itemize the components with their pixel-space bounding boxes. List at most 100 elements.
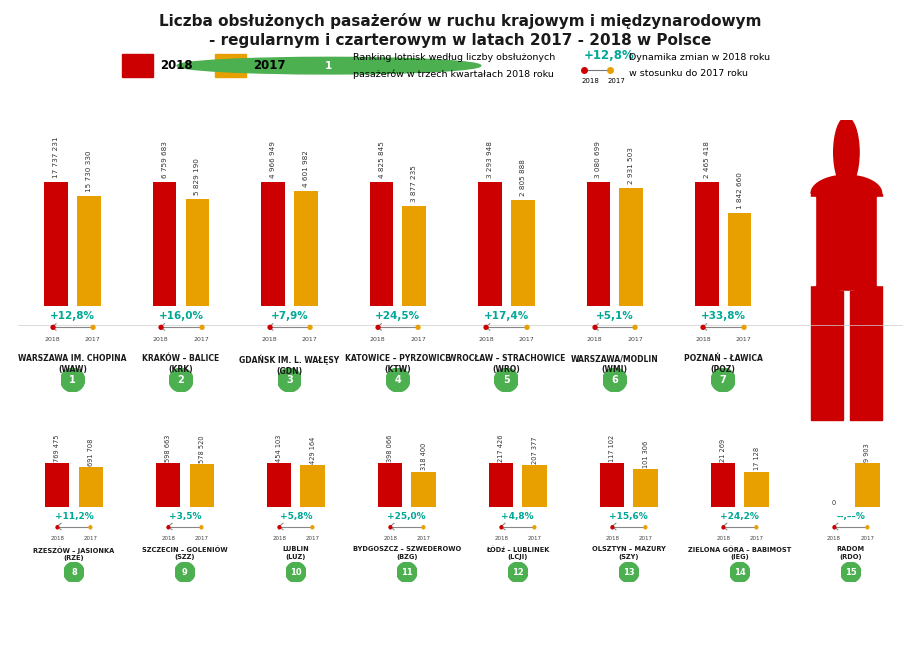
- Text: 2018: 2018: [383, 536, 397, 541]
- Bar: [301, 465, 324, 507]
- Text: 12: 12: [511, 568, 523, 577]
- Text: 207 377: 207 377: [531, 436, 537, 463]
- Text: 4 825 845: 4 825 845: [378, 141, 384, 178]
- Text: ●: ●: [277, 524, 281, 529]
- Text: 2018: 2018: [44, 337, 60, 343]
- Text: KRAKÓW – BALICE
(KRK): KRAKÓW – BALICE (KRK): [142, 354, 220, 374]
- Circle shape: [286, 562, 306, 582]
- Text: Ranking lotnisk według liczby obsłużonych: Ranking lotnisk według liczby obsłużonyc…: [353, 53, 555, 62]
- Text: 318 400: 318 400: [420, 443, 426, 471]
- Polygon shape: [877, 196, 891, 285]
- Text: ●: ●: [753, 524, 758, 529]
- Bar: [478, 182, 501, 306]
- Text: ●: ●: [157, 324, 164, 330]
- Text: ●: ●: [50, 324, 55, 330]
- Bar: [121, 55, 153, 77]
- Text: BYDGOSZCZ – SZWEDEROWO
(BZG): BYDGOSZCZ – SZWEDEROWO (BZG): [352, 546, 460, 560]
- Text: 2018: 2018: [581, 78, 598, 84]
- Text: 2: 2: [177, 375, 184, 385]
- Bar: [78, 467, 103, 507]
- Text: 598 663: 598 663: [165, 434, 171, 462]
- Text: 1 842 660: 1 842 660: [736, 172, 742, 209]
- Text: 2017: 2017: [305, 536, 319, 541]
- Text: ●: ●: [740, 324, 745, 330]
- Text: 117 102: 117 102: [608, 434, 614, 462]
- Bar: [727, 213, 751, 306]
- Text: 2017: 2017: [638, 536, 652, 541]
- Text: 2018: 2018: [272, 536, 286, 541]
- Text: - regularnym i czarterowym w latach 2017 - 2018 w Polsce: - regularnym i czarterowym w latach 2017…: [209, 32, 710, 47]
- Text: WARSZAWA/MODLIN
(WMI): WARSZAWA/MODLIN (WMI): [571, 354, 658, 374]
- Text: 10: 10: [289, 568, 301, 577]
- Bar: [44, 182, 68, 306]
- Text: ●: ●: [591, 324, 597, 330]
- Bar: [402, 206, 425, 306]
- Text: 13: 13: [622, 568, 634, 577]
- Polygon shape: [811, 194, 880, 291]
- Text: 9: 9: [182, 568, 187, 577]
- Text: ●: ●: [421, 524, 425, 529]
- Text: 2017: 2017: [85, 337, 100, 343]
- Text: 1: 1: [325, 60, 332, 71]
- Text: 101 306: 101 306: [641, 440, 648, 467]
- Circle shape: [618, 562, 638, 582]
- Bar: [215, 55, 246, 77]
- Text: +5,1%: +5,1%: [596, 311, 633, 320]
- Text: 6: 6: [611, 375, 618, 385]
- Text: +25,0%: +25,0%: [387, 512, 425, 521]
- Text: ●: ●: [310, 524, 314, 529]
- Text: 2017: 2017: [416, 536, 430, 541]
- Text: 2018: 2018: [494, 536, 507, 541]
- Text: 4: 4: [394, 375, 401, 385]
- Circle shape: [169, 368, 193, 392]
- Text: --,––%: --,––%: [835, 512, 864, 521]
- Text: 3 080 699: 3 080 699: [595, 141, 601, 178]
- Text: 1: 1: [69, 375, 76, 385]
- Text: ●: ●: [165, 524, 171, 529]
- Bar: [586, 182, 609, 306]
- Text: 398 066: 398 066: [387, 434, 392, 462]
- Text: pasażerów w trzech kwartałach 2018 roku: pasażerów w trzech kwartałach 2018 roku: [353, 69, 553, 79]
- Text: 2017: 2017: [194, 536, 209, 541]
- Bar: [267, 463, 290, 507]
- Text: 429 164: 429 164: [310, 437, 315, 464]
- Text: 2017: 2017: [735, 337, 751, 343]
- Text: 2 465 418: 2 465 418: [703, 141, 709, 178]
- Text: ●: ●: [531, 524, 536, 529]
- Text: 2017: 2017: [607, 78, 625, 84]
- Text: +24,5%: +24,5%: [375, 311, 420, 320]
- Text: ●: ●: [642, 524, 647, 529]
- Text: 2017: 2017: [253, 59, 285, 72]
- Text: ●: ●: [720, 524, 725, 529]
- Circle shape: [278, 368, 301, 392]
- Bar: [710, 463, 734, 507]
- Bar: [855, 463, 879, 507]
- Text: 2017: 2017: [859, 536, 873, 541]
- Bar: [77, 196, 101, 306]
- Bar: [510, 200, 534, 306]
- Text: WROCŁAW – STRACHOWICE
(WRO): WROCŁAW – STRACHOWICE (WRO): [448, 354, 564, 374]
- Text: 2017: 2017: [193, 337, 209, 343]
- Text: 2017: 2017: [84, 536, 97, 541]
- Text: 2018: 2018: [261, 337, 277, 343]
- Bar: [261, 182, 285, 306]
- Text: RZESZÓW – JASIONKA
(RZE): RZESZÓW – JASIONKA (RZE): [33, 546, 114, 561]
- Text: SZCZECIN – GOLENIÓW
(SZZ): SZCZECIN – GOLENIÓW (SZZ): [142, 546, 227, 560]
- Text: LUBLIN
(LUZ): LUBLIN (LUZ): [282, 546, 309, 560]
- Text: 2017: 2017: [527, 536, 540, 541]
- Text: +5,8%: +5,8%: [279, 512, 312, 521]
- Text: RADOM
(RDO): RADOM (RDO): [835, 546, 864, 560]
- Text: WARSZAWA IM. CHOPINA
(WAW): WARSZAWA IM. CHOPINA (WAW): [18, 354, 127, 374]
- Text: 2018: 2018: [160, 59, 192, 72]
- Text: 2018: 2018: [695, 337, 710, 343]
- Text: ●: ●: [523, 324, 529, 330]
- Text: 691 708: 691 708: [87, 439, 94, 466]
- Text: 7: 7: [719, 375, 726, 385]
- Text: 2017: 2017: [410, 337, 425, 343]
- Circle shape: [729, 562, 749, 582]
- Text: 2018: 2018: [478, 337, 494, 343]
- Circle shape: [175, 562, 195, 582]
- Text: 4 601 982: 4 601 982: [302, 150, 309, 187]
- Text: GDAŃSK IM. L. WAŁĘSY
(GDN): GDAŃSK IM. L. WAŁĘSY (GDN): [239, 354, 339, 376]
- Text: +17,4%: +17,4%: [483, 311, 528, 320]
